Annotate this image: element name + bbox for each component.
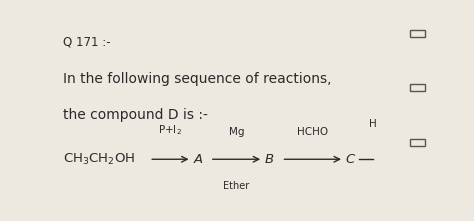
Bar (410, 84, 425, 91)
Bar (410, 30, 425, 37)
Text: In the following sequence of reactions,: In the following sequence of reactions, (63, 72, 331, 86)
Text: H: H (369, 119, 377, 129)
Text: P+I$_2$: P+I$_2$ (158, 123, 182, 137)
Text: Ether: Ether (223, 181, 250, 191)
Text: B: B (265, 153, 274, 166)
Bar (410, 139, 425, 146)
Text: C: C (346, 153, 355, 166)
Text: the compound D is :-: the compound D is :- (63, 108, 208, 122)
Text: Mg: Mg (229, 127, 244, 137)
Text: CH$_3$CH$_2$OH: CH$_3$CH$_2$OH (63, 152, 135, 167)
Text: A: A (193, 153, 202, 166)
Text: Q 171 :-: Q 171 :- (63, 35, 110, 48)
Text: HCHO: HCHO (297, 127, 328, 137)
